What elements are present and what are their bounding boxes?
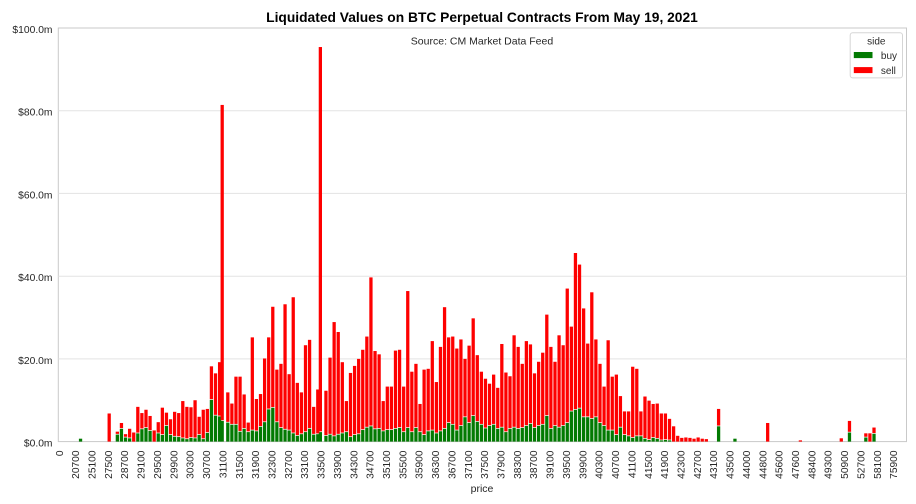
- svg-text:28700: 28700: [120, 450, 131, 479]
- svg-text:37100: 37100: [464, 450, 475, 479]
- svg-text:35900: 35900: [415, 450, 426, 479]
- svg-text:43500: 43500: [726, 450, 737, 479]
- svg-text:50900: 50900: [840, 450, 851, 479]
- svg-text:58100: 58100: [873, 450, 884, 479]
- svg-text:buy: buy: [881, 51, 897, 62]
- svg-text:32300: 32300: [267, 450, 278, 479]
- svg-text:44800: 44800: [758, 450, 769, 479]
- svg-text:35500: 35500: [398, 450, 409, 479]
- svg-text:$40.0m: $40.0m: [18, 273, 52, 284]
- svg-text:52700: 52700: [856, 450, 867, 479]
- svg-text:43100: 43100: [709, 450, 720, 479]
- svg-text:37900: 37900: [496, 450, 507, 479]
- svg-text:$80.0m: $80.0m: [18, 108, 52, 119]
- svg-text:Liquidated Values on BTC Perpe: Liquidated Values on BTC Perpetual Contr…: [266, 10, 698, 25]
- svg-text:Source: CM Market Data Feed: Source: CM Market Data Feed: [411, 36, 554, 48]
- svg-text:36300: 36300: [431, 450, 442, 479]
- svg-text:30700: 30700: [202, 450, 213, 479]
- svg-text:47600: 47600: [791, 450, 802, 479]
- svg-text:price: price: [471, 483, 494, 495]
- svg-text:49300: 49300: [824, 450, 835, 479]
- svg-text:41900: 41900: [660, 450, 671, 479]
- svg-text:29100: 29100: [137, 450, 148, 479]
- svg-text:0: 0: [55, 450, 66, 456]
- svg-text:20700: 20700: [71, 450, 82, 479]
- svg-text:31900: 31900: [251, 450, 262, 479]
- svg-text:42300: 42300: [676, 450, 687, 479]
- svg-text:33100: 33100: [300, 450, 311, 479]
- svg-text:32700: 32700: [284, 450, 295, 479]
- svg-text:38700: 38700: [529, 450, 540, 479]
- svg-text:41100: 41100: [627, 450, 638, 478]
- svg-text:41500: 41500: [644, 450, 655, 479]
- svg-text:31100: 31100: [218, 450, 229, 478]
- svg-text:29500: 29500: [153, 450, 164, 479]
- svg-text:sell: sell: [881, 66, 896, 77]
- svg-text:39100: 39100: [546, 450, 557, 479]
- svg-text:35100: 35100: [382, 450, 393, 479]
- svg-text:75900: 75900: [889, 450, 900, 479]
- svg-text:40700: 40700: [611, 450, 622, 479]
- svg-text:27500: 27500: [104, 450, 115, 479]
- svg-text:31500: 31500: [235, 450, 246, 479]
- svg-text:45600: 45600: [775, 450, 786, 479]
- svg-text:44000: 44000: [742, 450, 753, 479]
- svg-text:36700: 36700: [447, 450, 458, 479]
- svg-text:42700: 42700: [693, 450, 704, 479]
- svg-text:30300: 30300: [186, 450, 197, 479]
- svg-text:38300: 38300: [513, 450, 524, 479]
- svg-text:$60.0m: $60.0m: [18, 190, 52, 201]
- svg-text:37500: 37500: [480, 450, 491, 479]
- svg-text:25100: 25100: [87, 450, 98, 479]
- svg-text:side: side: [867, 37, 886, 48]
- svg-text:40300: 40300: [595, 450, 606, 479]
- svg-text:$0.0m: $0.0m: [24, 439, 53, 450]
- svg-text:$20.0m: $20.0m: [18, 356, 52, 367]
- svg-text:34700: 34700: [366, 450, 377, 479]
- svg-text:29900: 29900: [169, 450, 180, 479]
- svg-text:39500: 39500: [562, 450, 573, 479]
- svg-text:34300: 34300: [349, 450, 360, 479]
- svg-text:48400: 48400: [807, 450, 818, 479]
- svg-text:33500: 33500: [317, 450, 328, 479]
- svg-text:$100.0m: $100.0m: [12, 25, 52, 36]
- svg-text:39900: 39900: [578, 450, 589, 479]
- svg-text:33900: 33900: [333, 450, 344, 479]
